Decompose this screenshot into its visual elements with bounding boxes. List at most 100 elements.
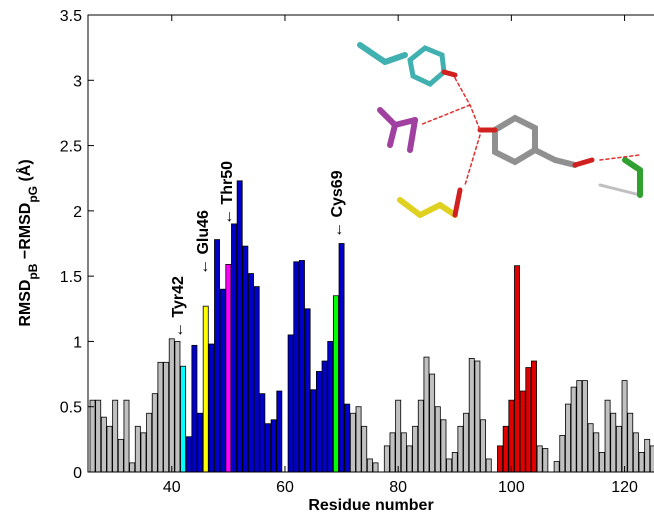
bar [259, 393, 266, 473]
plot-frame [87, 14, 654, 473]
bar [100, 416, 107, 473]
bar [502, 425, 509, 473]
bar [197, 412, 204, 473]
bar [429, 373, 436, 473]
bar [163, 361, 170, 473]
bar [474, 360, 481, 473]
bar [417, 399, 424, 473]
bar [514, 265, 520, 473]
bar [327, 341, 334, 473]
bar [406, 445, 413, 473]
bar [338, 243, 345, 473]
bar [151, 393, 158, 473]
bar [587, 423, 594, 473]
y-axis-label-part: RMSD [17, 280, 34, 327]
bar [383, 445, 390, 473]
annotation: ← Thr50 [219, 161, 236, 225]
bar [440, 419, 447, 473]
bar [395, 399, 402, 473]
bar [293, 261, 300, 473]
bar [582, 380, 588, 473]
bar [208, 343, 215, 473]
y-axis-label-part: −RMSD [17, 203, 34, 264]
bar [219, 288, 226, 473]
bar [632, 432, 639, 473]
x-tick-label: 100 [498, 479, 525, 496]
y-tick-label: 1.5 [60, 269, 82, 286]
bar [485, 458, 492, 473]
bar [525, 367, 532, 473]
bar [361, 425, 368, 473]
bar [123, 399, 130, 473]
bar [134, 425, 141, 473]
bar [638, 452, 645, 473]
bar [644, 438, 651, 473]
bar [146, 412, 153, 473]
bar [593, 432, 600, 473]
bar [604, 399, 611, 473]
bar [180, 365, 187, 473]
bar [621, 380, 628, 473]
bar [366, 458, 373, 473]
bar [253, 286, 260, 473]
bar [434, 406, 441, 473]
bar [468, 358, 475, 473]
bar [423, 356, 430, 473]
bar [610, 412, 617, 473]
bar [627, 412, 634, 473]
bar [344, 403, 351, 473]
x-tick-label: 40 [163, 479, 181, 496]
bar [576, 380, 583, 473]
y-tick-label: 2 [73, 204, 82, 221]
bar [185, 436, 192, 473]
bar [480, 419, 487, 473]
bar [531, 360, 537, 473]
bar [315, 371, 322, 473]
bar [372, 462, 379, 473]
x-axis-label: Residue number [308, 497, 433, 514]
annotation: ← Glu46 [195, 210, 212, 275]
y-tick-label: 0 [73, 465, 82, 482]
bar [191, 344, 198, 473]
bar [129, 462, 136, 473]
bar [565, 403, 571, 473]
bar [299, 260, 305, 473]
bar [332, 295, 339, 473]
bar [598, 452, 605, 473]
bar [304, 308, 311, 473]
bar [570, 386, 577, 473]
molecule-illustration [357, 42, 643, 218]
x-tick-label: 60 [276, 479, 294, 496]
x-tick-label: 120 [611, 479, 638, 496]
y-axis-label-part: pB [26, 263, 40, 279]
bar [95, 399, 102, 473]
bar [536, 445, 543, 473]
bar [231, 223, 237, 473]
bar [542, 448, 549, 473]
y-tick-label: 3.5 [60, 8, 82, 25]
y-axis-label-part: pG [26, 186, 40, 203]
bar [355, 406, 362, 473]
bar [615, 425, 622, 473]
bar [225, 263, 232, 473]
bar [157, 361, 164, 473]
bar [446, 458, 453, 473]
bar [242, 245, 249, 473]
bar [497, 445, 503, 473]
bar [140, 432, 147, 473]
bar [451, 452, 458, 473]
bar [412, 425, 419, 473]
bar [117, 438, 124, 473]
bar [559, 435, 566, 473]
bar [89, 399, 96, 473]
bar [519, 390, 526, 473]
bar [248, 273, 254, 473]
bar [310, 389, 317, 473]
y-tick-label: 0.5 [60, 400, 82, 417]
bar [400, 432, 407, 473]
bar [457, 425, 464, 473]
x-tick-label: 80 [389, 479, 407, 496]
bar [389, 432, 396, 473]
bar [463, 412, 470, 473]
